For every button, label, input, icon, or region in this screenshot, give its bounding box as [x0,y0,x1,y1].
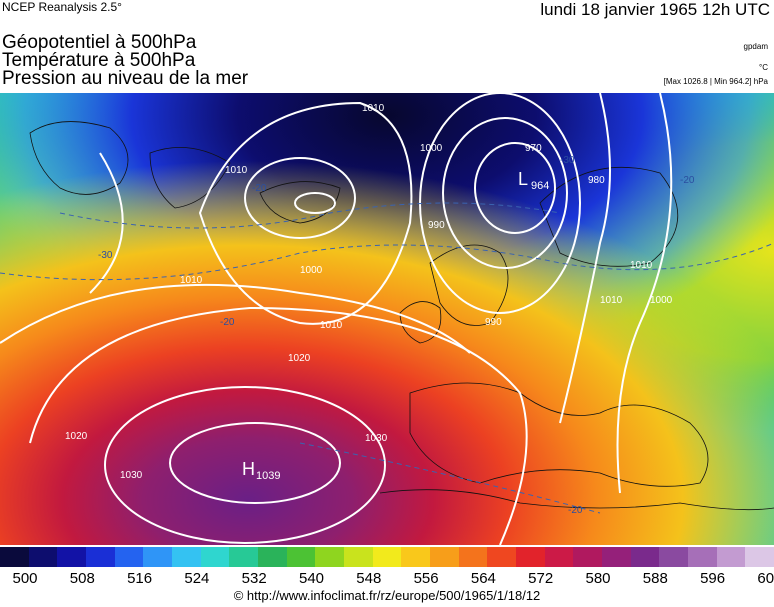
colorbar-segment [716,547,746,567]
temperature-label: -20 [220,317,235,328]
temperature-contours [0,202,774,514]
colorbar-segment [172,547,202,567]
colorbar-tick-label: 556 [413,570,439,587]
isobar-label: 980 [588,175,605,186]
colorbar-segment [487,547,517,567]
colorbar-tick-label: 596 [700,570,726,587]
colorbar-segment [516,547,546,567]
isobar-label: 1010 [320,320,343,331]
low-value: 964 [531,180,549,192]
colorbar-tick-label: 500 [12,570,38,587]
temperature-labels: -30 -20 -20 -30 -20 -20 [98,155,695,516]
high-value: 1039 [256,470,280,482]
weather-map: 1010 1000 970 980 990 1010 1010 1020 103… [0,93,774,545]
colorbar-segment [573,547,603,567]
isobar-label: 1010 [362,103,385,114]
high-letter: H [242,459,255,479]
isobar-label: 1020 [288,353,311,364]
colorbar-segment [229,547,259,567]
colorbar-segment [258,547,288,567]
colorbar-segment [286,547,316,567]
colorbar-segment [0,547,30,567]
colorbar-tick-label: 580 [585,570,611,587]
colorbar-segment [458,547,488,567]
temperature-label: -30 [560,155,575,166]
isobar-label: 1010 [600,295,623,306]
colorbar-tick-label: 524 [184,570,210,587]
temperature-label: -20 [568,505,583,516]
copyright-footer: © http://www.infoclimat.fr/rz/europe/500… [233,588,541,603]
colorbar-tick-label: 508 [69,570,95,587]
isobar-label: 990 [428,220,445,231]
colorbar-tick-label: 604 [757,570,774,587]
colorbar-tick-label: 548 [356,570,382,587]
isobar-label: 970 [525,143,542,154]
colorbar-segment [544,547,574,567]
minmax-label: [Max 1026.8 | Min 964.2] hPa [663,77,768,86]
colorbar-segment [315,547,345,567]
coastlines [29,121,774,511]
title-pressure: Pression au niveau de la mer [2,68,249,89]
colorbar-segment [602,547,632,567]
isobars [0,93,673,545]
date-label: lundi 18 janvier 1965 12h UTC [540,0,770,19]
isobar-label: 1000 [650,295,673,306]
colorbar-tick-label: 540 [298,570,325,587]
pressure-centres: H 1039 L 964 [242,169,549,482]
isobar-label: 1030 [365,433,388,444]
colorbar-tick-label: 588 [642,570,668,587]
colorbar-tick-label: 572 [528,570,554,587]
colorbar-segment [372,547,402,567]
colorbar-tick-label: 532 [241,570,267,587]
colorbar [0,547,774,567]
isobar-label: 1010 [180,275,203,286]
low-letter: L [518,169,528,189]
colorbar-segment [114,547,144,567]
colorbar-segment [28,547,58,567]
colorbar-tick-label: 564 [470,570,496,587]
warm-ridge-shading [0,93,774,545]
isobar-label: 1010 [630,260,653,271]
isobar-label: 1010 [225,165,248,176]
title-geopotential: Géopotentiel à 500hPa [2,32,197,53]
isobar-label: 1000 [420,143,443,154]
colorbar-segment [86,547,116,567]
isobar-label: 990 [485,317,502,328]
colorbar-segment [430,547,460,567]
colorbar-tick-label: 516 [127,570,153,587]
isobar-labels: 1010 1000 970 980 990 1010 1010 1020 103… [65,103,673,481]
colorbar-segment [659,547,689,567]
colorbar-segment [200,547,230,567]
temperature-label: -30 [98,250,113,261]
colorbar-segment [344,547,374,567]
colorbar-segment [143,547,173,567]
colorbar-segment [688,547,718,567]
title-temperature: Température à 500hPa [2,50,196,71]
colorbar-segment [630,547,660,567]
colorbar-segment [745,547,774,567]
isobar-label: 1030 [120,470,143,481]
temperature-label: -20 [252,183,267,194]
source-label: NCEP Reanalysis 2.5° [2,0,122,14]
isobar-label: 1020 [65,431,88,442]
isobar-label: 1000 [300,265,323,276]
colorbar-segment [57,547,87,567]
unit-celsius: °C [759,63,768,72]
colorbar-segment [401,547,431,567]
unit-gpdam: gpdam [743,42,768,51]
temperature-label: -20 [680,175,695,186]
